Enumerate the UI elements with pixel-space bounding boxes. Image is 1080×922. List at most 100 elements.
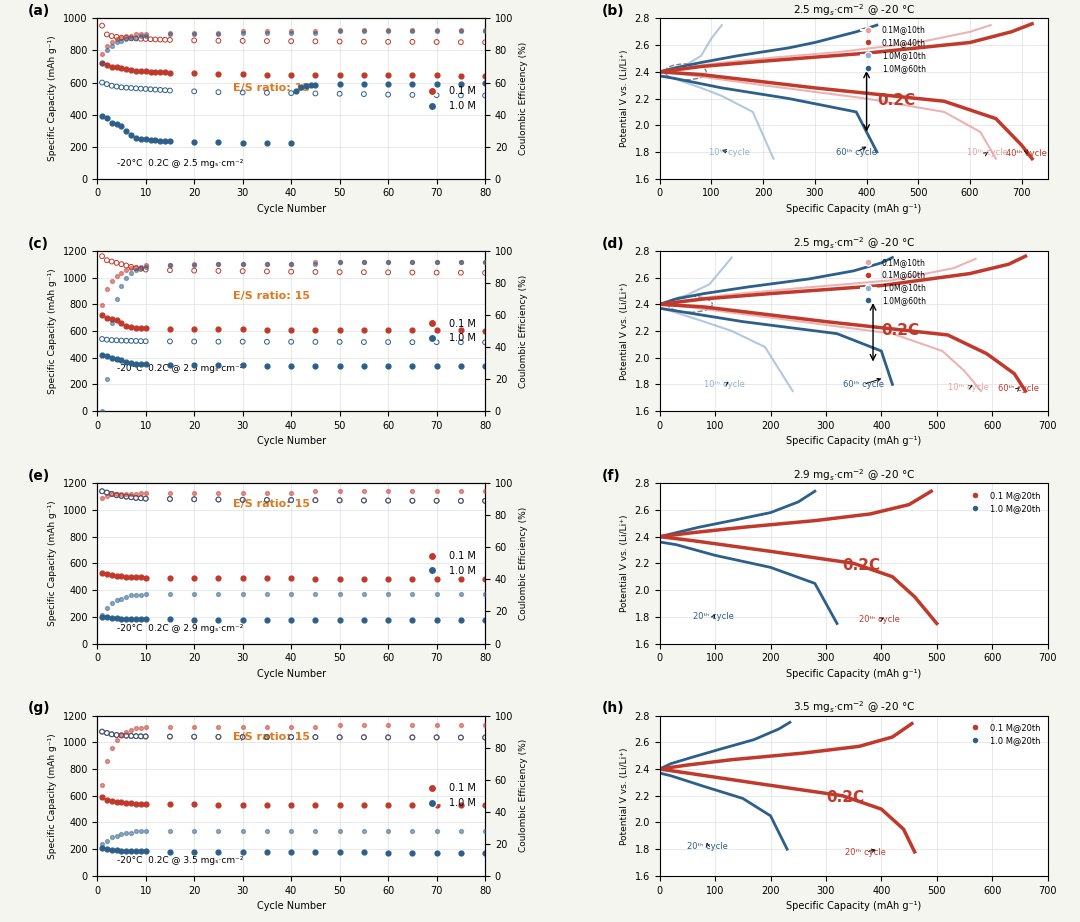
Point: [112, 569, 130, 584]
Point: [118, 62, 135, 77]
Text: 10ᵗʰ cycle: 10ᵗʰ cycle: [708, 148, 750, 157]
Point: [122, 844, 139, 858]
Point: [476, 798, 494, 813]
Point: [112, 278, 130, 293]
Y-axis label: Coulombic Efficiency (%): Coulombic Efficiency (%): [518, 42, 528, 155]
Point: [476, 493, 494, 508]
Y-axis label: Coulombic Efficiency (%): Coulombic Efficiency (%): [518, 507, 528, 620]
Text: E/S ratio: 15: E/S ratio: 15: [233, 291, 310, 301]
Point: [379, 730, 396, 745]
Point: [112, 827, 130, 842]
Point: [161, 845, 178, 859]
Point: [307, 34, 324, 49]
Point: [132, 797, 149, 811]
Point: [379, 68, 396, 83]
Point: [355, 718, 373, 733]
Point: [118, 728, 135, 743]
Point: [122, 728, 139, 743]
Point: [379, 572, 396, 586]
Point: [122, 334, 139, 349]
Point: [379, 88, 396, 102]
Point: [234, 823, 252, 838]
Point: [330, 254, 348, 269]
Point: [283, 612, 300, 627]
Point: [157, 134, 174, 148]
Point: [283, 136, 300, 151]
Point: [297, 78, 314, 93]
X-axis label: Specific Capacity (mAh g⁻¹): Specific Capacity (mAh g⁻¹): [786, 901, 921, 911]
Point: [234, 256, 252, 271]
Point: [307, 493, 324, 508]
Point: [453, 335, 470, 349]
Point: [307, 335, 324, 349]
Point: [122, 80, 139, 95]
Legend: 0.1 M, 1.0 M: 0.1 M, 1.0 M: [418, 779, 481, 812]
Point: [453, 266, 470, 280]
Legend: 0.1 M@20th, 1.0 M@20th: 0.1 M@20th, 1.0 M@20th: [963, 488, 1043, 516]
Point: [98, 726, 116, 740]
Point: [127, 131, 145, 146]
Point: [132, 721, 149, 736]
Point: [476, 484, 494, 499]
Point: [453, 254, 470, 269]
Point: [103, 29, 120, 43]
Point: [186, 65, 203, 80]
Point: [108, 60, 125, 75]
Text: (h): (h): [602, 702, 624, 715]
Point: [122, 728, 139, 743]
Point: [307, 484, 324, 499]
Point: [428, 359, 445, 373]
Point: [122, 259, 139, 274]
Point: [453, 493, 470, 508]
Point: [258, 612, 275, 627]
Point: [118, 825, 135, 840]
Point: [112, 843, 130, 857]
Text: 20ᵗʰ cycle: 20ᵗʰ cycle: [693, 612, 733, 621]
Point: [307, 493, 324, 508]
Point: [283, 24, 300, 39]
Point: [118, 32, 135, 47]
Point: [103, 830, 120, 845]
Point: [283, 335, 300, 349]
Point: [127, 27, 145, 41]
Point: [103, 843, 120, 857]
Point: [186, 256, 203, 271]
Point: [283, 586, 300, 601]
Point: [108, 269, 125, 284]
Point: [186, 33, 203, 48]
Point: [428, 88, 445, 102]
Title: 2.5 mg$_s$·cm$^{-2}$ @ -20 °C: 2.5 mg$_s$·cm$^{-2}$ @ -20 °C: [793, 235, 915, 251]
Point: [428, 484, 445, 499]
Point: [137, 334, 154, 349]
Point: [234, 612, 252, 627]
Point: [283, 34, 300, 49]
Point: [98, 77, 116, 91]
Y-axis label: Coulombic Efficiency (%): Coulombic Efficiency (%): [518, 739, 528, 852]
Point: [258, 729, 275, 744]
Y-axis label: Potential V vs. (Li/Li⁺): Potential V vs. (Li/Li⁺): [620, 747, 629, 845]
Point: [151, 32, 168, 47]
Point: [161, 486, 178, 501]
Point: [428, 493, 445, 508]
Point: [132, 570, 149, 585]
Point: [355, 77, 373, 91]
Point: [93, 841, 110, 856]
Point: [103, 487, 120, 502]
Point: [137, 31, 154, 46]
Point: [379, 798, 396, 812]
Point: [103, 115, 120, 130]
Point: [186, 491, 203, 506]
Point: [108, 829, 125, 844]
Point: [404, 77, 421, 91]
Point: [476, 493, 494, 508]
Point: [404, 572, 421, 586]
Point: [122, 30, 139, 45]
Point: [307, 256, 324, 271]
Point: [307, 26, 324, 41]
Point: [283, 486, 300, 501]
Point: [476, 845, 494, 860]
Point: [161, 65, 178, 80]
Point: [210, 264, 227, 278]
Point: [98, 349, 116, 363]
Point: [118, 844, 135, 858]
